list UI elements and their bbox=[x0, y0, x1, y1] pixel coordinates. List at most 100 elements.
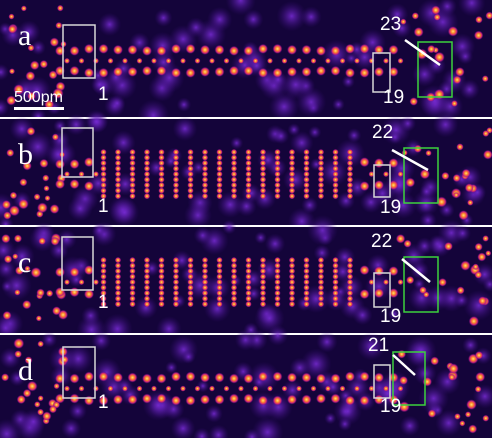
atom bbox=[230, 284, 238, 291]
atom bbox=[143, 176, 151, 183]
atom bbox=[332, 262, 339, 269]
atom bbox=[288, 278, 296, 286]
scale-bar-label: 500pm bbox=[14, 89, 63, 106]
haze bbox=[65, 113, 87, 136]
atom bbox=[114, 176, 122, 183]
atom bbox=[436, 196, 448, 208]
atom bbox=[26, 126, 36, 136]
atom bbox=[172, 273, 180, 280]
haze bbox=[0, 63, 10, 81]
atom bbox=[368, 385, 375, 392]
end-box bbox=[417, 41, 453, 98]
atom bbox=[122, 57, 128, 64]
atom bbox=[288, 187, 296, 194]
atom bbox=[397, 385, 404, 392]
atom bbox=[288, 300, 296, 308]
atom bbox=[8, 13, 15, 20]
atom bbox=[413, 27, 424, 38]
atom bbox=[301, 394, 312, 405]
atom bbox=[229, 45, 239, 56]
atom bbox=[200, 44, 210, 55]
atom bbox=[434, 51, 445, 63]
atom bbox=[187, 273, 194, 280]
atom bbox=[187, 154, 194, 161]
atom bbox=[454, 413, 461, 420]
atom bbox=[216, 159, 223, 167]
atom bbox=[143, 159, 151, 167]
atom bbox=[453, 191, 460, 199]
haze bbox=[254, 231, 267, 244]
atom bbox=[359, 67, 370, 78]
atom bbox=[114, 262, 122, 269]
atom bbox=[238, 57, 244, 64]
end-box bbox=[403, 256, 439, 313]
atom bbox=[93, 171, 99, 178]
atom bbox=[44, 195, 51, 202]
atom bbox=[441, 171, 450, 181]
atom bbox=[413, 144, 422, 153]
atom bbox=[303, 300, 310, 308]
atom bbox=[127, 394, 138, 405]
atom bbox=[172, 267, 180, 275]
atom bbox=[129, 148, 136, 156]
atom bbox=[400, 18, 407, 25]
haze bbox=[216, 191, 244, 218]
atom bbox=[332, 187, 339, 194]
atom bbox=[172, 289, 180, 297]
atom bbox=[158, 273, 165, 280]
atom bbox=[374, 288, 384, 299]
atom bbox=[230, 154, 238, 161]
atom bbox=[317, 295, 325, 302]
atom bbox=[50, 236, 60, 246]
atom bbox=[214, 394, 225, 405]
atom bbox=[474, 351, 484, 360]
atom bbox=[259, 284, 267, 291]
haze bbox=[61, 418, 82, 438]
atom bbox=[158, 159, 165, 167]
atom bbox=[332, 165, 339, 172]
atom bbox=[272, 395, 283, 406]
atom bbox=[158, 165, 165, 172]
atom bbox=[216, 267, 223, 275]
atom bbox=[346, 300, 354, 308]
atom bbox=[201, 295, 209, 302]
atom bbox=[158, 278, 165, 286]
atom bbox=[14, 350, 22, 358]
atom bbox=[274, 284, 281, 291]
atom bbox=[129, 192, 136, 200]
atom bbox=[383, 171, 389, 178]
atom bbox=[388, 180, 399, 191]
atom bbox=[165, 57, 172, 64]
haze bbox=[84, 109, 108, 134]
atom bbox=[229, 393, 239, 404]
atom bbox=[274, 176, 281, 183]
atom bbox=[383, 57, 389, 64]
atom bbox=[330, 393, 341, 404]
atom bbox=[100, 273, 107, 280]
atom bbox=[78, 171, 85, 178]
atom bbox=[230, 187, 238, 194]
atom bbox=[187, 176, 194, 183]
atom bbox=[477, 252, 487, 262]
atom bbox=[84, 289, 94, 300]
haze bbox=[462, 336, 479, 354]
atom bbox=[374, 394, 384, 405]
atom bbox=[129, 267, 136, 275]
haze bbox=[9, 116, 35, 142]
haze bbox=[22, 131, 54, 163]
haze bbox=[1, 280, 14, 293]
atom bbox=[459, 420, 466, 427]
haze bbox=[185, 17, 207, 38]
atom bbox=[37, 408, 45, 416]
atom bbox=[172, 256, 180, 264]
atom bbox=[129, 159, 136, 167]
atom bbox=[346, 148, 354, 156]
selection-box bbox=[373, 272, 391, 308]
atom bbox=[201, 159, 209, 167]
atom bbox=[64, 57, 70, 64]
atom bbox=[296, 385, 302, 392]
top-number: 22 bbox=[371, 231, 392, 252]
atom bbox=[346, 170, 354, 178]
haze bbox=[67, 196, 93, 222]
atom bbox=[143, 148, 151, 156]
